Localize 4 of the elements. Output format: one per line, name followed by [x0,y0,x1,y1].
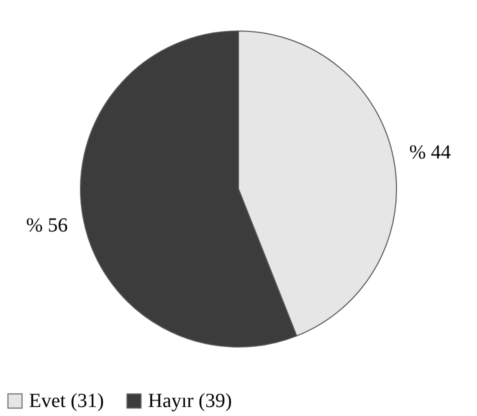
legend-label: Evet (31) [29,390,104,412]
data-label: % 44 [409,141,451,164]
legend-label: Hayır (39) [148,390,232,412]
data-label: % 56 [26,214,68,237]
